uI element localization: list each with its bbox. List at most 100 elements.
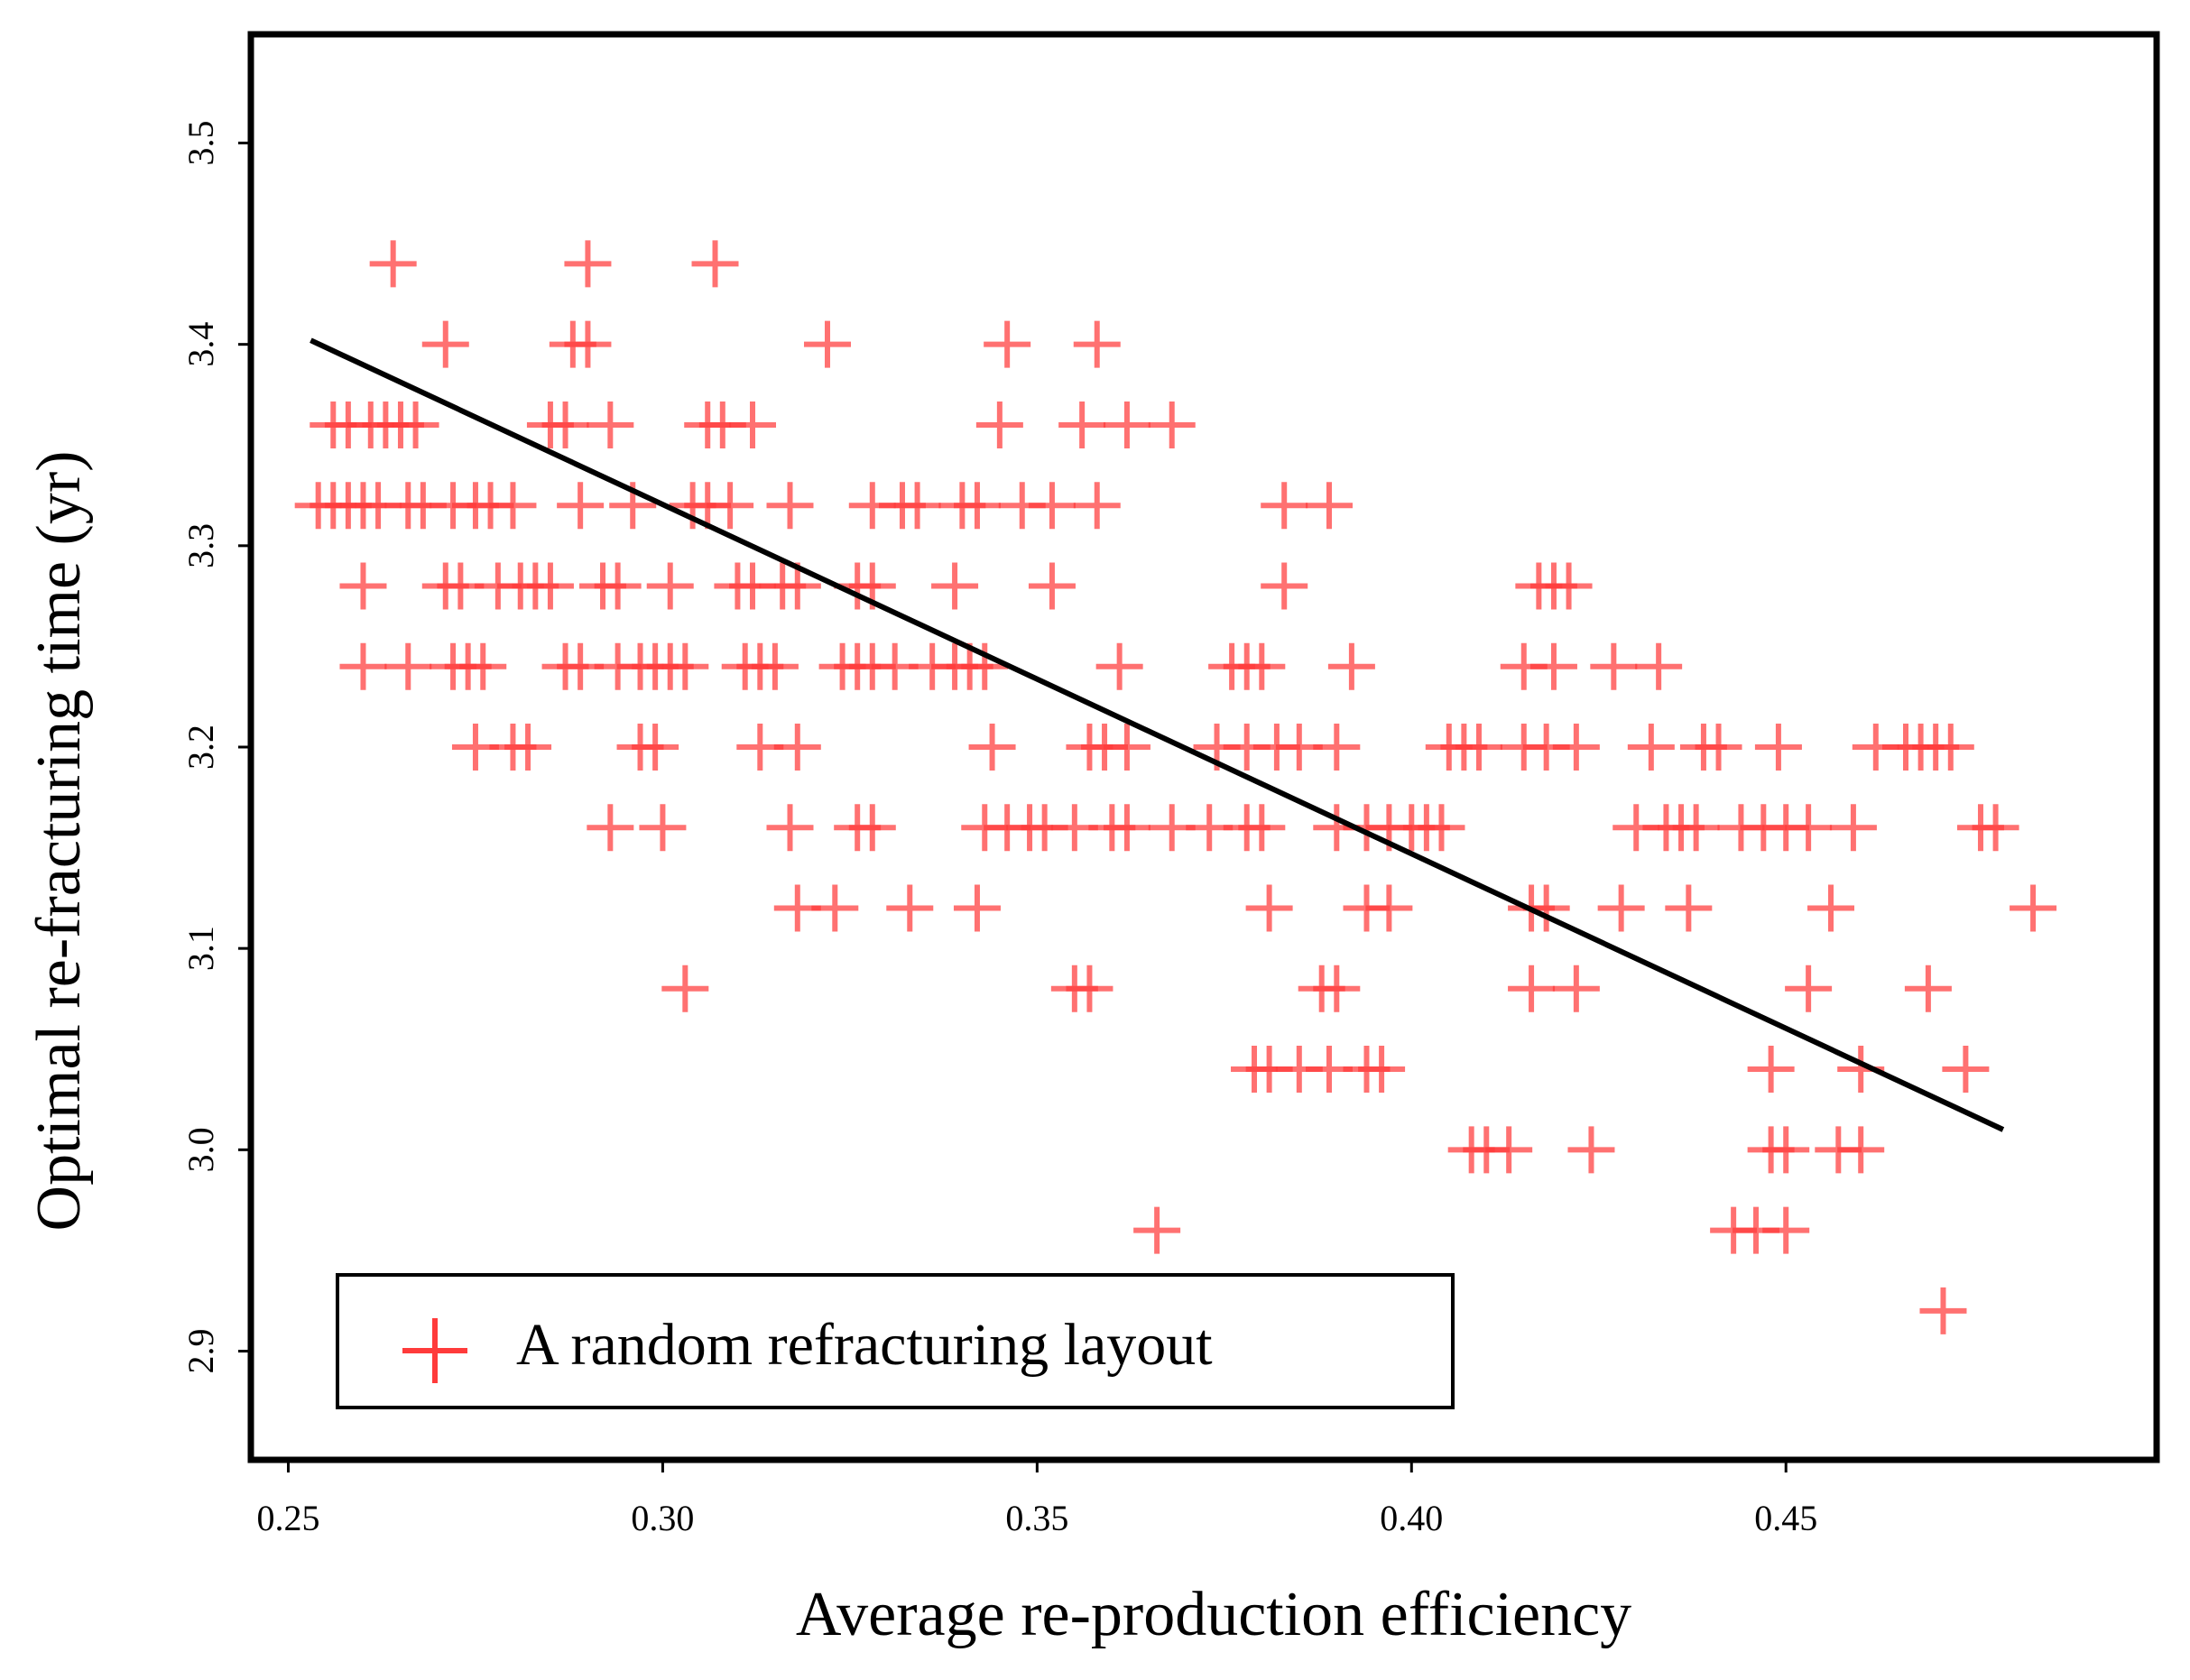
x-tick-label: 0.35: [1005, 1498, 1068, 1538]
data-point: [564, 240, 612, 288]
legend: A random refracturing layout: [336, 1273, 1455, 1409]
data-point: [1754, 724, 1802, 771]
data-point: [1261, 482, 1308, 530]
data-point: [968, 724, 1016, 771]
data-point: [1747, 1046, 1795, 1094]
y-tick-label: 3.3: [180, 523, 221, 568]
data-point: [1066, 965, 1113, 1012]
y-tick-label: 3.2: [180, 725, 221, 770]
data-point: [1103, 804, 1150, 852]
data-point: [1807, 884, 1855, 932]
data-point: [564, 320, 612, 368]
data-point: [1665, 884, 1713, 932]
data-point: [1785, 804, 1833, 852]
data-point: [729, 401, 777, 448]
data-point: [1313, 965, 1361, 1012]
x-tick-label: 0.25: [256, 1498, 319, 1538]
x-tick-label: 0.40: [1380, 1498, 1443, 1538]
data-point: [1762, 1206, 1810, 1254]
data-point: [803, 320, 851, 368]
data-point: [557, 482, 605, 530]
y-axis: 2.9 3.0 3.1 3.2 3.3 3.4 3.5: [180, 121, 251, 1373]
data-point: [1485, 1126, 1533, 1174]
x-tick-label: 0.45: [1754, 1498, 1817, 1538]
data-point: [707, 482, 754, 530]
data-point: [953, 482, 1001, 530]
data-point: [421, 320, 469, 368]
data-point: [975, 401, 1023, 448]
data-point: [1942, 1046, 1990, 1094]
data-point: [339, 642, 387, 690]
data-point: [1695, 724, 1742, 771]
data-point: [984, 320, 1031, 368]
data-point: [1306, 482, 1354, 530]
data-point: [766, 804, 814, 852]
data-point: [1073, 482, 1121, 530]
data-point: [661, 965, 709, 1012]
data-point: [587, 804, 634, 852]
data-point: [1238, 642, 1286, 690]
legend-label: A random refracturing layout: [516, 1312, 1213, 1378]
data-point: [1529, 642, 1577, 690]
data-point: [961, 642, 1009, 690]
data-point: [1261, 562, 1308, 610]
data-point: [1103, 401, 1150, 448]
data-point: [886, 884, 934, 932]
data-point: [811, 884, 859, 932]
data-point: [504, 724, 552, 771]
data-point: [1418, 804, 1465, 852]
data-point: [339, 562, 387, 610]
data-point: [369, 240, 417, 288]
y-tick-label: 2.9: [180, 1328, 221, 1373]
data-point: [384, 642, 432, 690]
data-point: [526, 562, 574, 610]
data-point: [646, 562, 694, 610]
data-point: [766, 482, 814, 530]
scatter-markers: [294, 240, 2057, 1334]
data-point: [1904, 965, 1952, 1012]
data-point: [1133, 1206, 1181, 1254]
data-point: [594, 562, 642, 610]
data-point: [632, 724, 679, 771]
data-point: [392, 401, 439, 448]
data-point: [1238, 804, 1286, 852]
data-point: [1972, 804, 2019, 852]
data-point: [1058, 401, 1106, 448]
y-axis-title: Optimal re-fracturing time (yr): [24, 451, 94, 1232]
legend-plus-glyph: [402, 1318, 467, 1383]
data-point: [751, 642, 799, 690]
data-point: [1785, 965, 1833, 1012]
data-point: [541, 401, 589, 448]
data-point: [1635, 642, 1683, 690]
y-tick-label: 3.5: [180, 121, 221, 166]
data-point: [1358, 1046, 1406, 1094]
data-point: [773, 562, 821, 610]
data-point: [1103, 724, 1150, 771]
data-point: [459, 642, 507, 690]
legend-box: [336, 1273, 1455, 1409]
data-point: [1313, 724, 1361, 771]
y-tick-label: 3.1: [180, 926, 221, 971]
data-point: [587, 401, 634, 448]
data-point: [1073, 320, 1121, 368]
data-point: [1927, 724, 1974, 771]
data-point: [1919, 1287, 1967, 1334]
data-point: [1590, 642, 1638, 690]
data-point: [1365, 884, 1413, 932]
data-point: [848, 804, 896, 852]
data-point: [1245, 884, 1293, 932]
data-point: [1545, 562, 1593, 610]
x-axis-title: Average re-production efficiency: [796, 1580, 1631, 1649]
legend-plus-icon: [402, 1318, 467, 1383]
y-tick-label: 3.0: [180, 1127, 221, 1172]
data-point: [2010, 884, 2057, 932]
data-point: [1028, 482, 1076, 530]
data-point: [931, 562, 979, 610]
data-point: [1762, 1126, 1810, 1174]
data-point: [1455, 724, 1502, 771]
data-point: [1829, 804, 1877, 852]
data-point: [1148, 401, 1196, 448]
data-point: [1837, 1126, 1885, 1174]
data-point: [1028, 562, 1076, 610]
